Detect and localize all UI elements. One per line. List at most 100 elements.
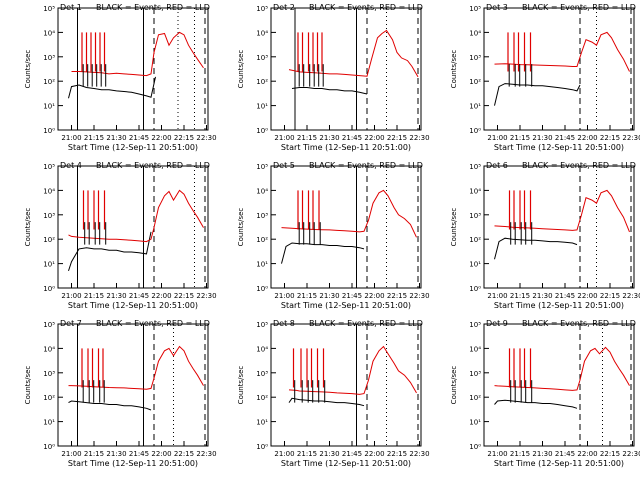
events-series-line [291, 87, 368, 95]
y-axis-label: Counts/sec [24, 50, 32, 89]
x-tick-label: 21:30 [532, 134, 552, 142]
events-series-line [281, 242, 365, 264]
x-tick-label: 22:15 [600, 134, 620, 142]
y-axis-label: Counts/sec [450, 208, 458, 247]
y-tick-label: 10³ [43, 212, 55, 220]
y-tick-label: 10¹ [256, 103, 268, 111]
x-tick-label: 21:15 [84, 450, 104, 458]
y-axis-label: Counts/sec [237, 208, 245, 247]
x-tick-label: 21:15 [510, 450, 530, 458]
x-tick-label: 21:00 [61, 134, 81, 142]
chart-panel: Det 8 BLACK = Events, RED = LLD 10⁰ 10¹ 10² 1… [237, 319, 430, 468]
y-tick-label: 10³ [469, 370, 481, 378]
y-tick-label: 10⁵ [469, 321, 481, 329]
x-tick-label: 21:00 [274, 450, 294, 458]
y-tick-label: 10⁰ [43, 127, 55, 135]
chart-panel: Det 4 BLACK = Events, RED = LLD 10⁰ 10¹ 10² 1… [24, 161, 217, 310]
y-tick-label: 10⁴ [256, 345, 268, 353]
x-tick-label: 21:30 [319, 450, 339, 458]
y-tick-label: 10⁴ [256, 187, 268, 195]
y-tick-label: 10¹ [43, 103, 55, 111]
x-tick-label: 21:45 [129, 134, 149, 142]
events-series-line [494, 399, 578, 409]
y-axis-label: Counts/sec [237, 366, 245, 405]
chart-panel: Det 7 BLACK = Events, RED = LLD 10⁰ 10¹ 10² 1… [24, 319, 217, 468]
x-tick-label: 22:15 [174, 292, 194, 300]
lld-series-line [288, 345, 417, 395]
events-series-line [288, 397, 365, 407]
x-axis-label: Start Time (12-Sep-11 20:51:00) [68, 459, 198, 468]
x-axis-label: Start Time (12-Sep-11 20:51:00) [281, 143, 411, 152]
y-tick-label: 10⁵ [469, 163, 481, 171]
x-tick-label: 22:15 [600, 292, 620, 300]
x-tick-label: 22:00 [577, 134, 597, 142]
chart-panel: Det 2 BLACK = Events, RED = LLD 10⁰ 10¹ 10² 1… [237, 3, 430, 152]
legend-text: BLACK = Events, RED = LLD [522, 319, 636, 328]
y-tick-label: 10⁵ [43, 5, 55, 13]
y-tick-label: 10⁵ [256, 163, 268, 171]
plot-frame [270, 165, 422, 289]
x-tick-label: 21:45 [129, 450, 149, 458]
y-tick-label: 10⁴ [469, 29, 481, 37]
x-axis-label: Start Time (12-Sep-11 20:51:00) [281, 459, 411, 468]
y-tick-label: 10³ [43, 54, 55, 62]
x-tick-label: 21:00 [487, 134, 507, 142]
x-tick-label: 22:15 [387, 134, 407, 142]
y-tick-label: 10⁴ [43, 187, 55, 195]
x-tick-label: 22:00 [364, 134, 384, 142]
x-tick-label: 21:45 [342, 134, 362, 142]
y-tick-label: 10² [256, 78, 268, 86]
y-tick-label: 10² [256, 394, 268, 402]
y-tick-label: 10⁰ [256, 285, 268, 293]
y-tick-label: 10⁰ [256, 127, 268, 135]
x-tick-label: 21:45 [555, 450, 575, 458]
x-tick-label: 21:30 [106, 292, 126, 300]
panel-title: Det 6 [486, 161, 508, 170]
x-tick-label: 22:00 [364, 292, 384, 300]
panel-title: Det 1 [60, 3, 82, 12]
x-tick-label: 21:15 [297, 134, 317, 142]
x-tick-label: 21:15 [510, 292, 530, 300]
x-tick-label: 21:00 [274, 134, 294, 142]
y-tick-label: 10² [43, 236, 55, 244]
y-tick-label: 10³ [469, 212, 481, 220]
legend-text: BLACK = Events, RED = LLD [96, 161, 210, 170]
x-tick-label: 21:00 [487, 450, 507, 458]
legend-text: BLACK = Events, RED = LLD [309, 3, 423, 12]
lld-series-line [71, 31, 204, 77]
y-tick-label: 10³ [256, 212, 268, 220]
plot-frame [270, 323, 422, 447]
y-tick-label: 10¹ [469, 261, 481, 269]
lld-series-line [281, 189, 417, 238]
x-tick-label: 21:15 [84, 292, 104, 300]
panel-title: Det 8 [273, 319, 295, 328]
x-axis-label: Start Time (12-Sep-11 20:51:00) [494, 301, 624, 310]
plot-frame [270, 7, 422, 131]
y-tick-label: 10² [256, 236, 268, 244]
legend-text: BLACK = Events, RED = LLD [522, 161, 636, 170]
plot-frame [483, 165, 635, 289]
y-tick-label: 10² [469, 78, 481, 86]
legend-text: BLACK = Events, RED = LLD [522, 3, 636, 12]
x-tick-label: 22:30 [409, 134, 429, 142]
y-tick-label: 10⁰ [43, 443, 55, 451]
x-tick-label: 22:30 [409, 450, 429, 458]
panel-title: Det 4 [60, 161, 82, 170]
legend-text: BLACK = Events, RED = LLD [96, 3, 210, 12]
y-tick-label: 10¹ [256, 261, 268, 269]
chart-panel: Det 3 BLACK = Events, RED = LLD 10⁰ 10¹ 10² 1… [450, 3, 640, 152]
x-tick-label: 22:15 [600, 450, 620, 458]
y-tick-label: 10¹ [469, 103, 481, 111]
y-tick-label: 10³ [256, 54, 268, 62]
panel-title: Det 3 [486, 3, 508, 12]
y-tick-label: 10³ [256, 370, 268, 378]
chart-panel: Det 9 BLACK = Events, RED = LLD 10⁰ 10¹ 10² 1… [450, 319, 640, 468]
y-tick-label: 10³ [43, 370, 55, 378]
x-tick-label: 22:00 [151, 134, 171, 142]
lld-series-line [494, 31, 630, 72]
y-tick-label: 10¹ [469, 419, 481, 427]
events-series-line [68, 231, 152, 272]
x-tick-label: 21:45 [342, 292, 362, 300]
x-tick-label: 22:30 [196, 450, 216, 458]
x-tick-label: 22:30 [409, 292, 429, 300]
